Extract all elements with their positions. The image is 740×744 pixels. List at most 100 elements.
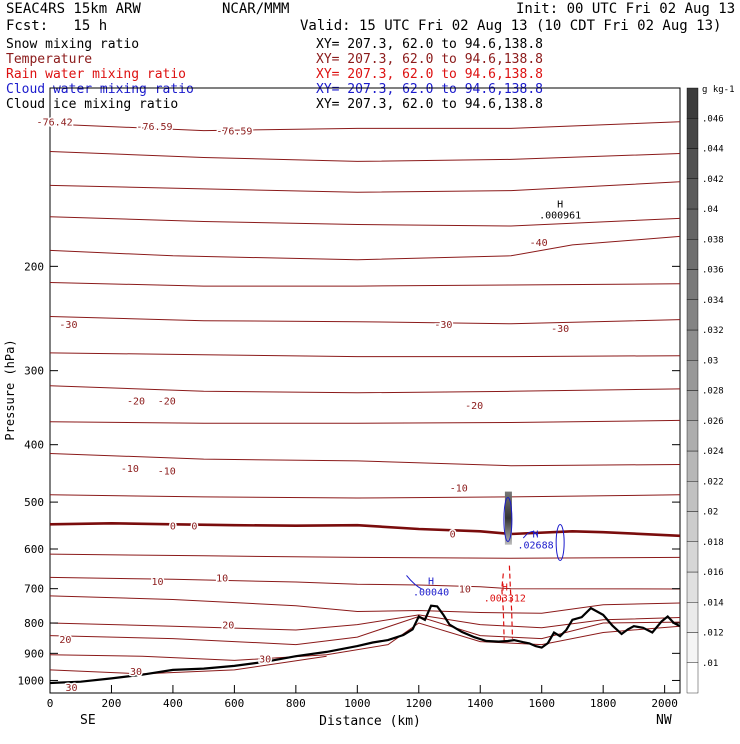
isotherm-line [49, 352, 681, 358]
y-tick-label: 500 [24, 496, 44, 509]
isotherm-label: 0 [191, 522, 197, 533]
y-tick-label: 300 [24, 365, 44, 378]
y-tick-label: 700 [24, 583, 44, 596]
field-legend: Snow mixing ratio XY= 207.3, 62.0 to 94.6… [6, 37, 543, 112]
colorbar-cell [686, 390, 699, 421]
model-title: SEAC4RS 15km ARW [6, 1, 141, 17]
freezing-level-line [49, 521, 681, 538]
snow-max-label-value: .000961 [539, 210, 581, 221]
colorbar-cell [686, 239, 699, 270]
colorbar-tick-label: .012 [702, 629, 724, 639]
colorbar-cell [686, 208, 699, 240]
isotherm-line [49, 151, 681, 162]
colorbar-tick-label: .036 [702, 266, 724, 276]
x-tick-label: 1800 [590, 697, 617, 710]
colorbar-cell [686, 87, 699, 119]
x-tick-label: 0 [47, 697, 54, 710]
isotherm-label: -76.42 [37, 118, 73, 129]
y-axis-label: Pressure (hPa) [3, 339, 17, 440]
cloud-water-contour [503, 497, 513, 543]
colorbar-cell [686, 118, 699, 149]
colorbar-cell [686, 329, 699, 361]
x-tick-label: 1400 [467, 697, 494, 710]
rain-contour [501, 573, 505, 642]
x-tick-label: 2000 [651, 697, 678, 710]
colorbar-tick-label: .044 [702, 145, 724, 155]
isotherm-line [49, 553, 681, 559]
isotherms [49, 121, 681, 675]
terrain-profile [49, 604, 681, 685]
x-tick-label: 800 [286, 697, 306, 710]
colorbar-cell [686, 148, 699, 179]
rain-max-label-h: H [502, 582, 508, 593]
isotherm-line [49, 385, 681, 394]
colorbar-cell [686, 632, 699, 663]
rain-contour [508, 565, 514, 639]
isotherm-line [49, 615, 681, 646]
isotherm-label: -30 [551, 324, 569, 335]
colorbar-cell [686, 511, 699, 542]
rain-contours [501, 565, 514, 642]
colorbar-cell [686, 450, 699, 482]
isotherm-label: -40 [530, 238, 548, 249]
isotherm-label: -20 [158, 397, 176, 408]
colorbar-cell [686, 602, 699, 633]
field-xy: XY= 207.3, 62.0 to 94.6,138.8 [316, 82, 543, 97]
colorbar-tick-label: .046 [702, 114, 724, 124]
terrain-line [49, 604, 681, 685]
colorbar-cell [686, 481, 699, 512]
cloud-water-max-label-h: H [533, 530, 539, 541]
isotherm-line [49, 576, 681, 590]
isotherm-label: 20 [222, 621, 234, 632]
colorbar-tick-label: .03 [702, 356, 718, 366]
field-xy: XY= 207.3, 62.0 to 94.6,138.8 [316, 67, 543, 82]
isotherm-label: 10 [459, 585, 471, 596]
isotherm-label: 10 [216, 573, 228, 584]
x-axis-label: Distance (km) [319, 714, 421, 729]
isotherm-label: 0 [450, 530, 456, 541]
isotherm-line [49, 216, 681, 227]
isotherm-line [49, 655, 327, 675]
cloud-water-contour [522, 531, 538, 539]
isotherm-line [49, 419, 681, 424]
colorbar-tick-label: .042 [702, 175, 724, 185]
colorbar-tick-label: .018 [702, 538, 724, 548]
valid-time: Valid: 15 UTC Fri 02 Aug 13 (10 CDT Fri … [300, 18, 721, 34]
x-right-end-label: NW [656, 713, 672, 728]
isotherm-label: 20 [59, 635, 71, 646]
colorbar-tick-label: .04 [702, 205, 718, 215]
colorbar-tick-label: .024 [702, 447, 724, 457]
colorbar-cell [686, 269, 699, 300]
isotherm-line [49, 622, 681, 661]
colorbar-cell [686, 420, 699, 452]
field-xy: XY= 207.3, 62.0 to 94.6,138.8 [316, 97, 543, 112]
field-name: Cloud ice mixing ratio [6, 97, 178, 112]
snow-shading [504, 491, 512, 545]
colorbar-tick-label: .032 [702, 326, 724, 336]
isotherm-label: -20 [465, 401, 483, 412]
isotherm-line [49, 595, 681, 614]
isotherm-label: -10 [121, 464, 139, 475]
isotherm-label: 30 [130, 667, 142, 678]
colorbar-tick-label: .026 [702, 417, 724, 427]
isotherm-label: -10 [158, 466, 176, 477]
field-name: Rain water mixing ratio [6, 67, 186, 82]
isotherm-label: -76.59 [136, 122, 172, 133]
plot-frame [49, 87, 681, 694]
cloud-water-max-label-h: H [428, 576, 434, 587]
colorbar-tick-label: .016 [702, 568, 724, 578]
isotherm-label: -10 [450, 483, 468, 494]
x-tick-label: 1000 [344, 697, 371, 710]
y-tick-label: 900 [24, 647, 44, 660]
center-title: NCAR/MMM [222, 1, 289, 17]
field-name: Snow mixing ratio [6, 37, 139, 52]
y-tick-label: 800 [24, 617, 44, 630]
y-tick-label: 1000 [18, 674, 45, 687]
rain-max-label-value: .003312 [484, 593, 526, 604]
x-tick-label: 1600 [528, 697, 555, 710]
x-tick-label: 200 [102, 697, 122, 710]
contour-labels: -76.42 -76.59 -76.59 -40 -30 -30 -30 -20 -20 -20 -… [35, 116, 581, 695]
isotherm-label: -76.59 [216, 127, 252, 138]
field-name: Temperature [6, 52, 92, 67]
